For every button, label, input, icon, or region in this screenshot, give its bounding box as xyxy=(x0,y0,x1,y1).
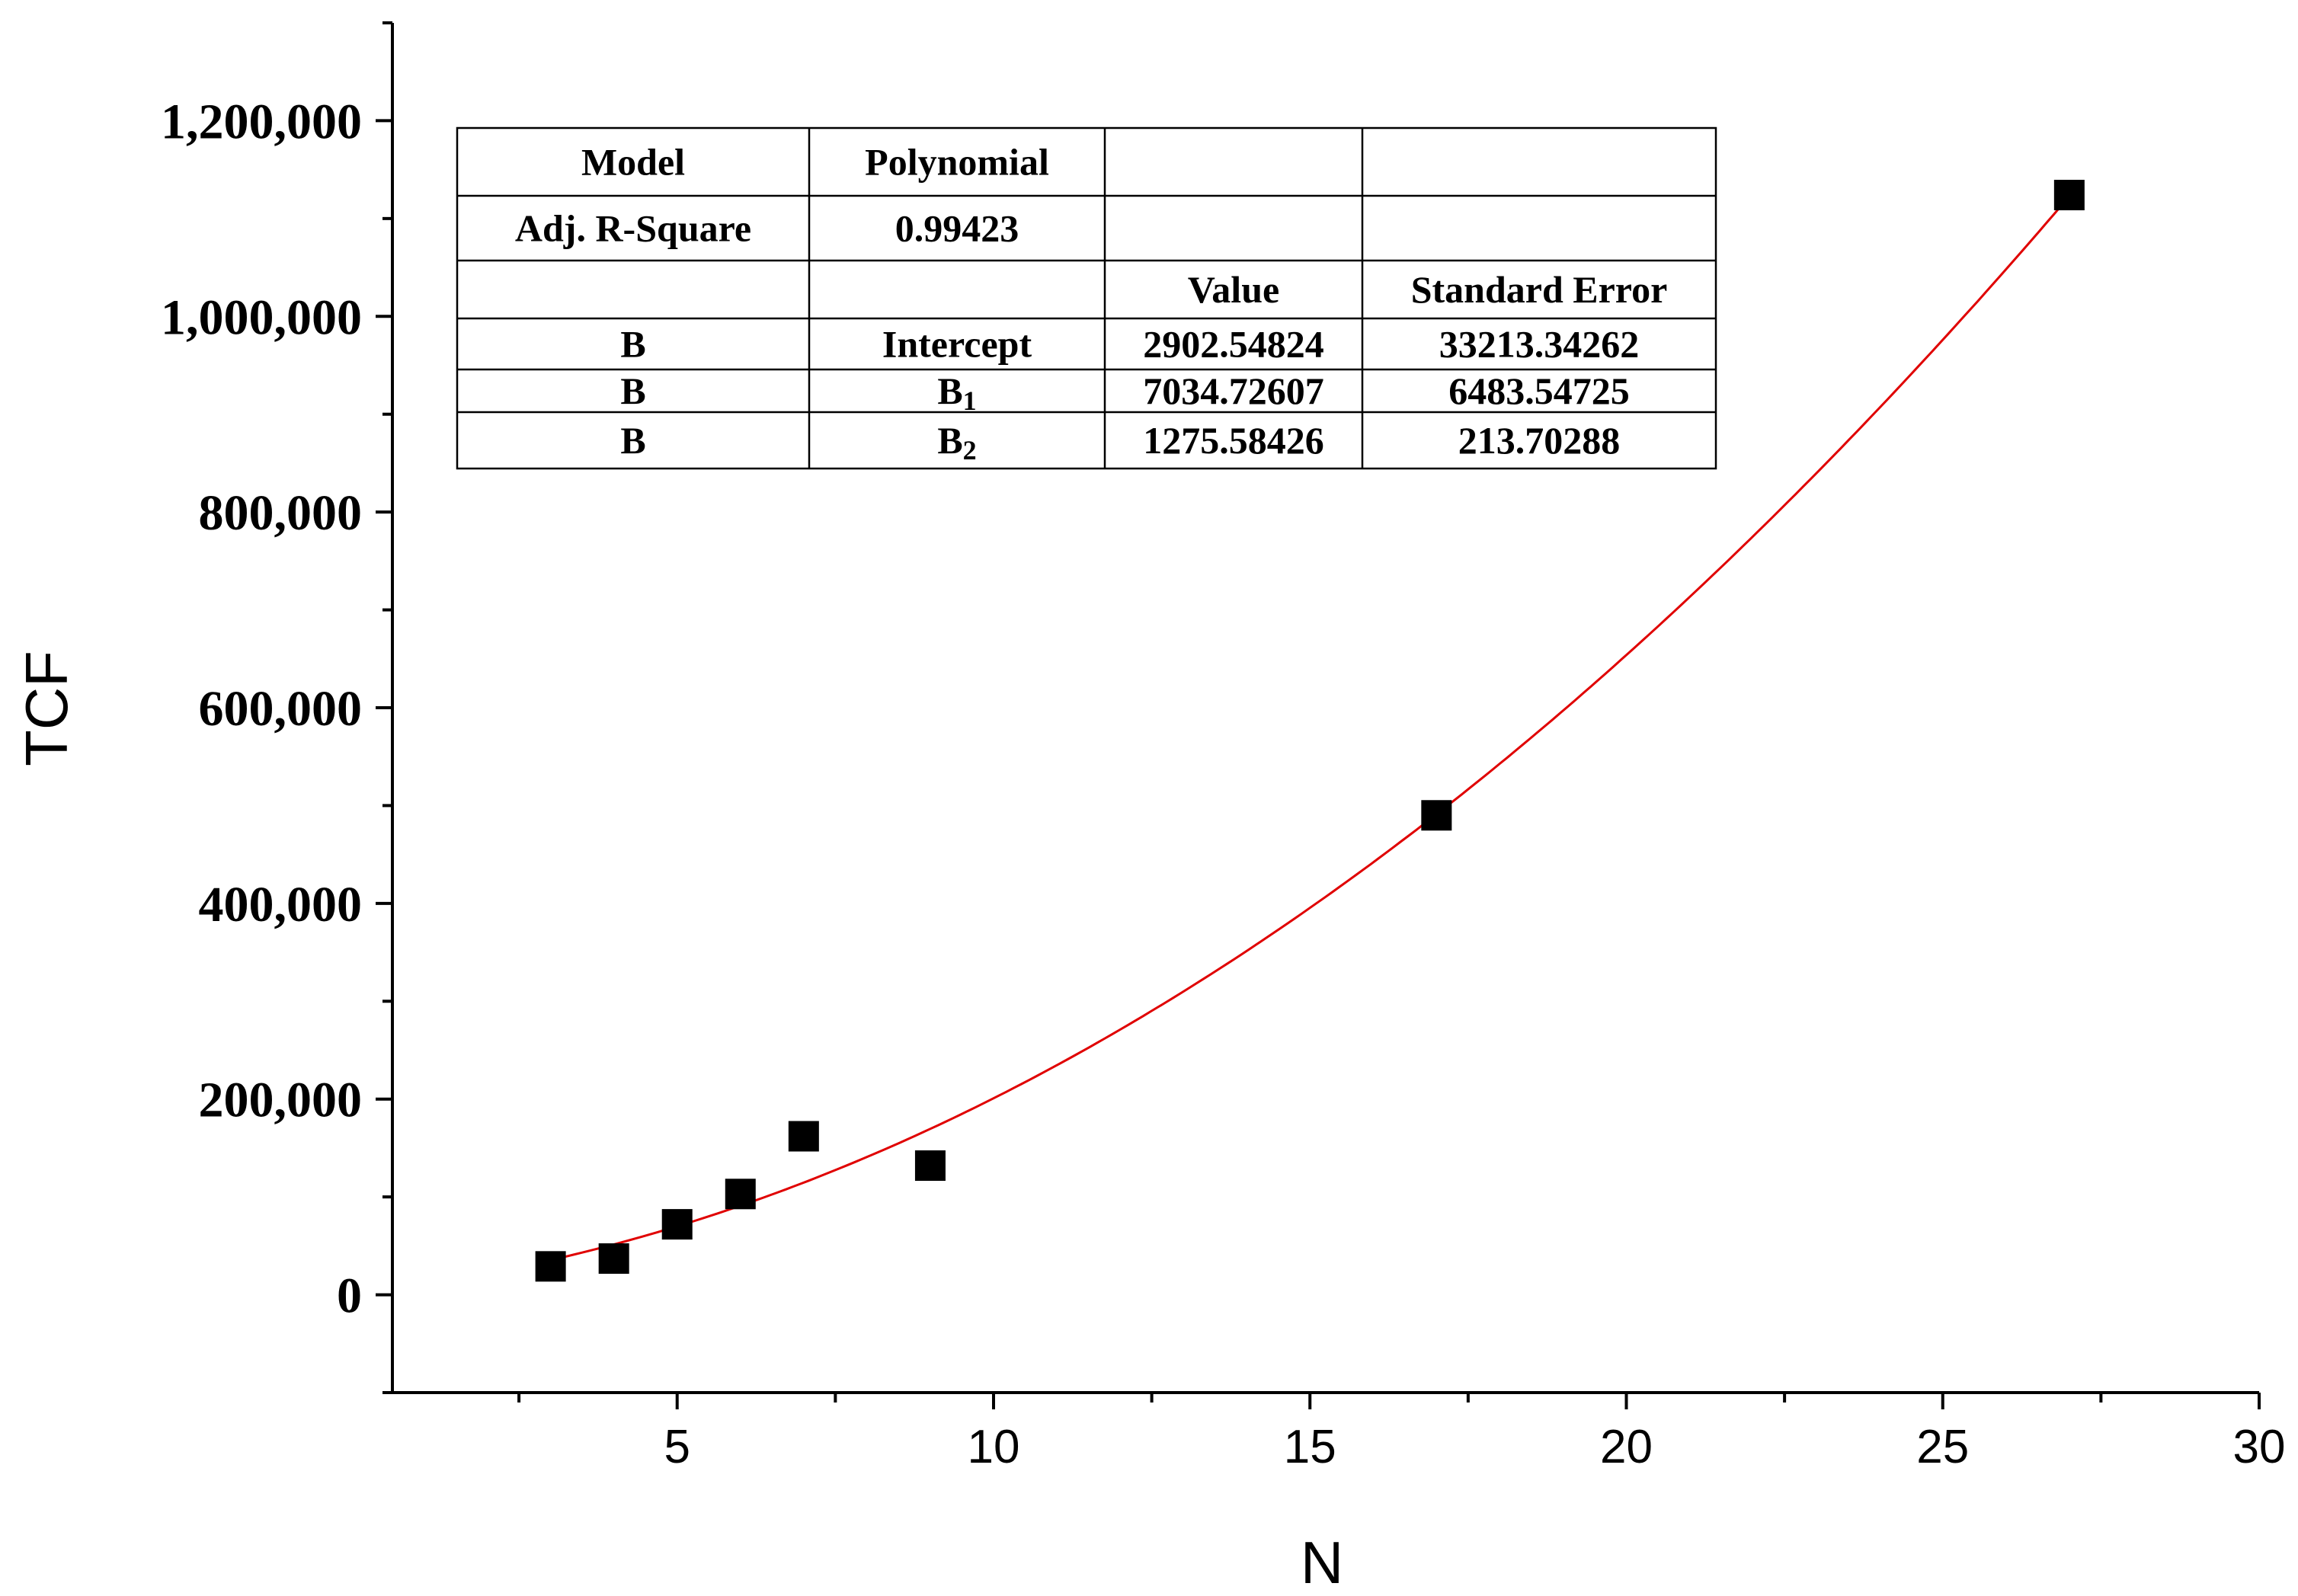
y-tick-label: 1,200,000 xyxy=(161,94,362,149)
table-cell-text: 213.70288 xyxy=(1458,419,1621,462)
table-cell-text: Intercept xyxy=(882,323,1032,366)
x-axis-title: N xyxy=(1301,1529,1343,1596)
table-cell-text: B2 xyxy=(937,419,976,465)
fit-results-table: Model Polynomial Adj. R-Square 0.99423 Value… xyxy=(456,126,1717,470)
y-axis-title: TCF xyxy=(13,651,80,766)
table-cell-text: 6483.54725 xyxy=(1448,369,1630,412)
table-cell-text: B xyxy=(620,369,645,412)
table-cell-text: 33213.34262 xyxy=(1439,323,1640,366)
data-point xyxy=(661,1209,693,1240)
table-cell-text: B xyxy=(620,419,645,462)
table-cell-text: 0.99423 xyxy=(895,207,1019,250)
table-cell-text: B xyxy=(620,323,645,366)
axes: 0 200,000 400,000 600,000 800,000 1,000,000 1,… xyxy=(161,21,2286,1473)
fit-curve-layer xyxy=(550,195,2070,1262)
table-cell-text: 1275.58426 xyxy=(1143,419,1324,462)
x-tick-label: 10 xyxy=(967,1421,1019,1473)
table-cell-text: Standard Error xyxy=(1411,268,1668,311)
table-cell-text: 7034.72607 xyxy=(1143,369,1324,412)
table-cell-text: Model xyxy=(581,141,685,184)
data-point xyxy=(1421,800,1452,831)
x-tick-label: 15 xyxy=(1284,1421,1336,1473)
y-tick-label: 600,000 xyxy=(199,681,363,737)
x-tick-label: 30 xyxy=(2233,1421,2286,1473)
table-cell-text: 2902.54824 xyxy=(1143,323,1324,366)
x-tick-label: 20 xyxy=(1600,1421,1653,1473)
y-tick-label: 0 xyxy=(337,1268,362,1324)
data-point xyxy=(788,1121,819,1152)
y-tick-label: 400,000 xyxy=(199,877,363,932)
y-tick-label: 800,000 xyxy=(199,485,363,541)
data-point xyxy=(725,1179,756,1210)
table-cell-text: Polynomial xyxy=(865,141,1049,184)
polynomial-fit-curve xyxy=(550,195,2070,1262)
y-tick-label: 200,000 xyxy=(199,1073,363,1128)
table-cell-text: B1 xyxy=(937,369,976,416)
table-cell-text: Value xyxy=(1188,268,1279,311)
data-point xyxy=(914,1150,946,1182)
data-point xyxy=(535,1251,566,1282)
data-point xyxy=(598,1243,629,1275)
data-points-layer xyxy=(535,180,2085,1282)
table-cell-text: Adj. R-Square xyxy=(515,207,751,250)
data-point xyxy=(2053,180,2085,211)
y-tick-label: 1,000,000 xyxy=(161,289,362,345)
x-tick-label: 5 xyxy=(664,1421,690,1473)
x-tick-label: 25 xyxy=(1916,1421,1969,1473)
